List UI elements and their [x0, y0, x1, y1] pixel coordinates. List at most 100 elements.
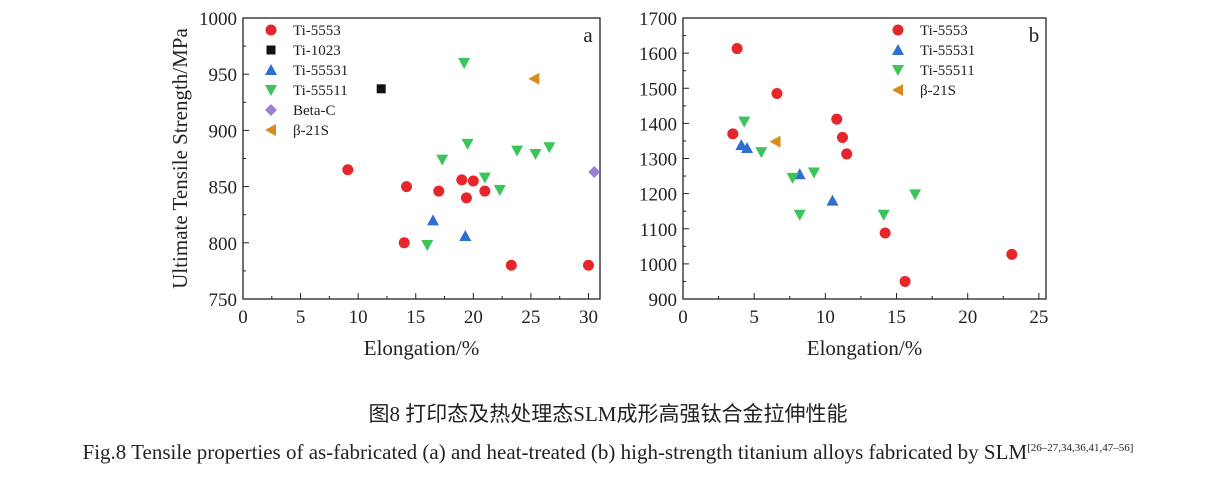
data-point: [511, 145, 524, 157]
data-point: [786, 172, 799, 184]
caption-chinese: 图8 打印态及热处理态SLM成形高强钛合金拉伸性能: [368, 402, 848, 426]
data-point: [738, 116, 751, 128]
legend-marker: [892, 84, 903, 96]
data-point: [755, 147, 768, 159]
figure-charts: 750 800 850 900 950 1000 0 5 10 15 20 25 30 Elongatio…: [168, 9, 1048, 360]
x-tick-label: 0: [238, 307, 248, 328]
x-axis-label: Elongation/%: [364, 336, 479, 360]
data-point: [826, 194, 839, 206]
data-point: [899, 275, 911, 287]
data-point: [398, 237, 410, 249]
series-Ti-55511: [421, 57, 556, 252]
legend-label: Ti-55531: [293, 63, 348, 79]
data-point: [529, 149, 542, 161]
legend-marker: [265, 24, 277, 36]
data-point: [741, 141, 754, 153]
data-point: [727, 128, 739, 140]
y-axis-label: Ultimate Tensile Strength/MPa: [168, 28, 192, 289]
plot-frame: [682, 17, 1047, 300]
legend-marker: [892, 65, 904, 76]
x-tick-label: 10: [816, 307, 835, 328]
legend-marker: [266, 45, 276, 55]
series-β-21S: [528, 72, 540, 85]
y-tick-label: 1500: [639, 79, 677, 100]
series-Ti-5553: [342, 164, 594, 271]
x-tick-label: 5: [749, 307, 759, 328]
data-point: [807, 167, 820, 179]
data-point: [793, 209, 806, 221]
data-point: [877, 209, 890, 221]
data-point: [543, 142, 556, 154]
legend-label: Ti-5553: [920, 23, 968, 39]
y-tick-label: 1400: [639, 114, 677, 135]
y-tick-label: 850: [209, 178, 238, 199]
legend-marker: [265, 64, 277, 75]
legend-marker: [265, 85, 277, 96]
legend-marker: [892, 24, 904, 36]
x-tick-label: 5: [296, 307, 306, 328]
data-point: [528, 72, 540, 85]
data-point: [461, 138, 474, 150]
y-tick-label: 950: [209, 65, 238, 86]
data-point: [731, 43, 743, 55]
legend-label: Beta-C: [293, 103, 336, 119]
legend: Ti-5553 Ti-55531 Ti-55511 β-21S: [892, 23, 975, 99]
y-tick-label: 1700: [639, 9, 677, 30]
data-point: [459, 230, 472, 242]
series-Ti-5553: [727, 43, 1018, 287]
x-axis-label: Elongation/%: [807, 336, 922, 360]
x-tick-label: 30: [579, 307, 598, 328]
y-tick-label: 750: [209, 290, 238, 311]
legend-marker: [265, 124, 276, 136]
data-point: [458, 57, 471, 69]
caption-english-text: Fig.8 Tensile properties of as-fabricate…: [82, 440, 1028, 464]
legend-label: Ti-55511: [920, 63, 975, 79]
data-point: [588, 165, 601, 178]
x-tick-label: 20: [464, 307, 483, 328]
data-point: [342, 164, 354, 176]
x-tick-label: 15: [406, 307, 425, 328]
data-point: [467, 175, 479, 187]
data-point: [479, 185, 491, 197]
legend-label: Ti-55511: [293, 83, 348, 99]
x-tick-label: 15: [887, 307, 906, 328]
plot-frame: [242, 17, 601, 300]
data-point: [421, 240, 434, 252]
data-point: [401, 181, 413, 193]
data-point: [769, 135, 781, 148]
data-point: [436, 154, 449, 166]
data-point: [433, 185, 445, 197]
series-Ti-1023: [376, 84, 386, 94]
y-tick-label: 1000: [639, 255, 677, 276]
data-point: [582, 259, 594, 271]
series-β-21S: [769, 135, 781, 148]
data-point: [505, 259, 517, 271]
data-point: [771, 88, 783, 100]
y-tick-label: 900: [209, 121, 238, 142]
x-tick-label: 20: [958, 307, 977, 328]
data-point: [456, 174, 468, 186]
panel-label: a: [583, 23, 593, 47]
x-tick-label: 10: [349, 307, 368, 328]
series-Ti-55531: [735, 139, 839, 206]
chart-panel-a: 750 800 850 900 950 1000 0 5 10 15 20 25 30 Elongatio…: [168, 9, 601, 360]
legend-label: Ti-5553: [293, 23, 341, 39]
legend-marker: [265, 104, 277, 116]
y-tick-label: 1200: [639, 185, 677, 206]
data-point: [831, 113, 843, 125]
y-tick-label: 1000: [199, 9, 237, 30]
caption-english: Fig.8 Tensile properties of as-fabricate…: [0, 440, 1216, 465]
legend-label: Ti-55531: [920, 43, 975, 59]
y-tick-label: 1600: [639, 44, 677, 65]
data-point: [879, 227, 891, 239]
data-point: [427, 214, 440, 226]
chart-panel-b: 900 1000 1100 1200 1300 1400 1500 1600 1700 0 5 10 1…: [639, 9, 1048, 360]
panel-label: b: [1029, 23, 1040, 47]
x-tick-label: 25: [521, 307, 540, 328]
series-Ti-55511: [738, 116, 922, 221]
legend-label: Ti-1023: [293, 43, 341, 59]
caption-refs: [26–27,34,36,41,47–56]: [1027, 442, 1134, 454]
data-point: [793, 168, 806, 180]
data-point: [1006, 248, 1018, 260]
data-point: [836, 131, 848, 143]
